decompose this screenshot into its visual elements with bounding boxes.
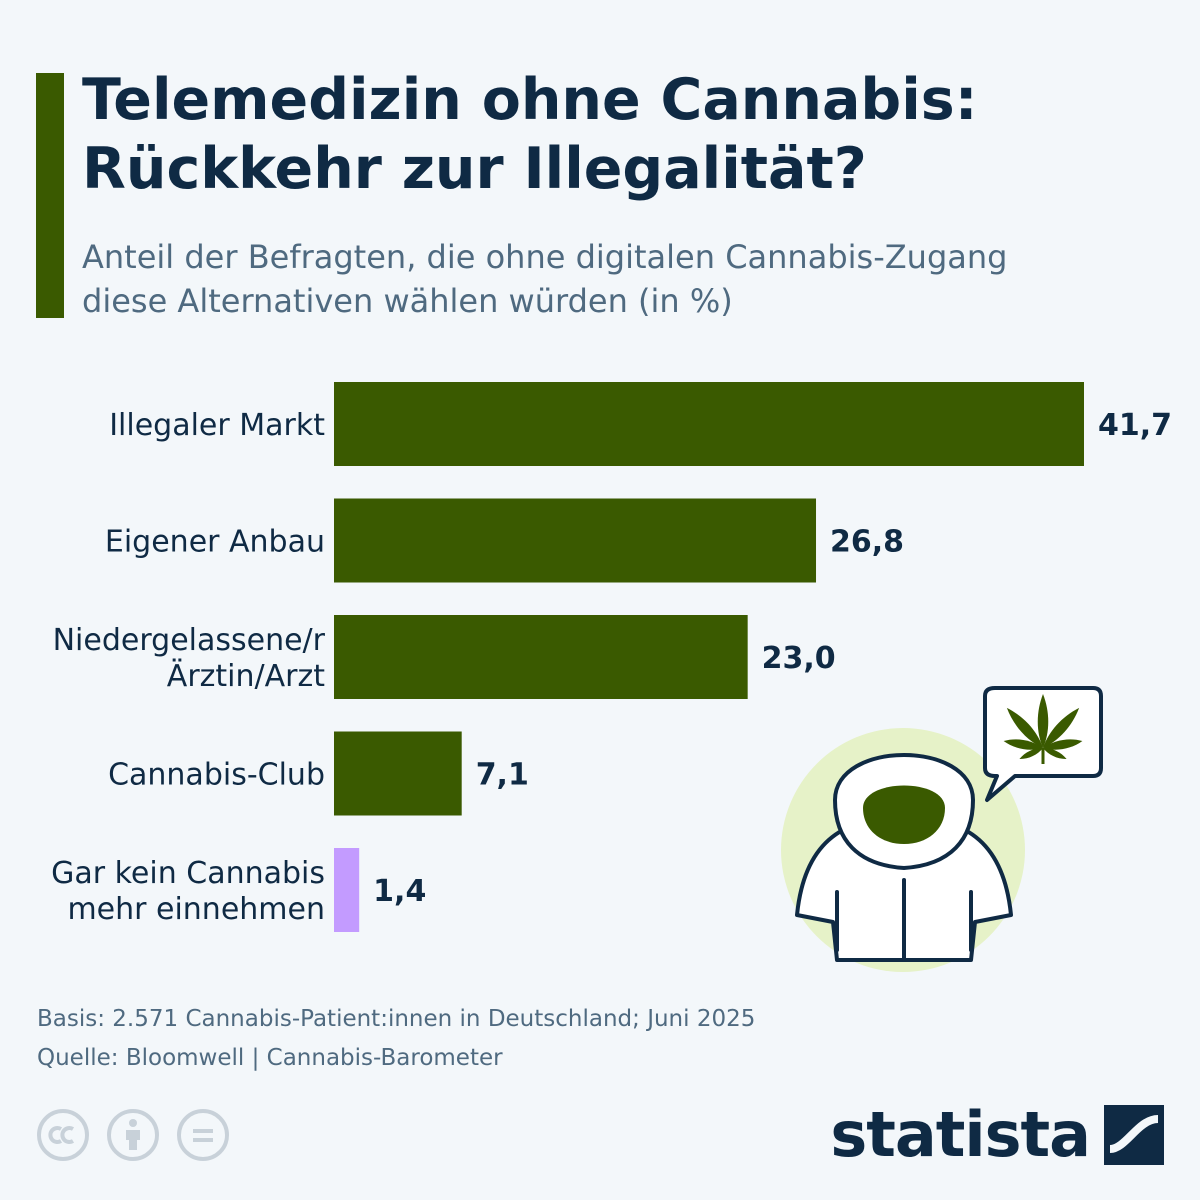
bar bbox=[334, 848, 360, 932]
title-accent-bar bbox=[36, 73, 64, 318]
category-label: Cannabis-Club bbox=[108, 758, 325, 793]
bar-chart: 41,7 Illegaler Markt 26,8 Eigener Anbau 23,0… bbox=[51, 382, 1172, 932]
brand-wordmark: statista bbox=[830, 1098, 1091, 1171]
attribution-icon[interactable] bbox=[106, 1108, 160, 1162]
subtitle-line-2: diese Alternativen wählen würden (in %) bbox=[82, 282, 733, 320]
category-label: Niedergelassene/r Ärztin/Arzt bbox=[53, 623, 326, 694]
title-line-2: Rückkehr zur Illegalität? bbox=[82, 136, 867, 202]
category-label: Illegaler Markt bbox=[109, 408, 325, 443]
statista-mark-icon bbox=[1104, 1105, 1164, 1165]
basis-note: Basis: 2.571 Cannabis-Patient:innen in D… bbox=[37, 1006, 756, 1032]
hood-face-shadow bbox=[863, 785, 945, 844]
license-icons bbox=[36, 1108, 230, 1162]
bar bbox=[334, 731, 462, 816]
source-note: Quelle: Bloomwell | Cannabis-Barometer bbox=[37, 1045, 503, 1071]
statista-logo[interactable]: statista bbox=[830, 1100, 1164, 1170]
page-title: Telemedizin ohne Cannabis: Rückkehr zur … bbox=[82, 66, 1172, 204]
value-label: 1,4 bbox=[373, 874, 426, 909]
bar bbox=[334, 382, 1084, 466]
value-label: 26,8 bbox=[830, 525, 904, 560]
hooded-figure-illustration bbox=[781, 686, 1103, 972]
cc-icon[interactable] bbox=[36, 1108, 90, 1162]
chart-subtitle: Anteil der Befragten, die ohne digitalen… bbox=[82, 235, 1182, 323]
title-line-1: Telemedizin ohne Cannabis: bbox=[82, 67, 978, 133]
cannabis-leaf-icon bbox=[1003, 694, 1083, 764]
chart-footnotes: Basis: 2.571 Cannabis-Patient:innen in D… bbox=[37, 1000, 755, 1078]
value-label: 7,1 bbox=[476, 758, 529, 793]
bar bbox=[334, 498, 817, 583]
subtitle-line-1: Anteil der Befragten, die ohne digitalen… bbox=[82, 238, 1008, 276]
value-label: 23,0 bbox=[762, 641, 836, 676]
category-label: Gar kein Cannabis mehr einnehmen bbox=[51, 856, 325, 927]
value-label: 41,7 bbox=[1098, 408, 1172, 443]
no-derivatives-icon[interactable] bbox=[176, 1108, 230, 1162]
bar bbox=[334, 615, 748, 699]
category-label: Eigener Anbau bbox=[105, 525, 325, 560]
